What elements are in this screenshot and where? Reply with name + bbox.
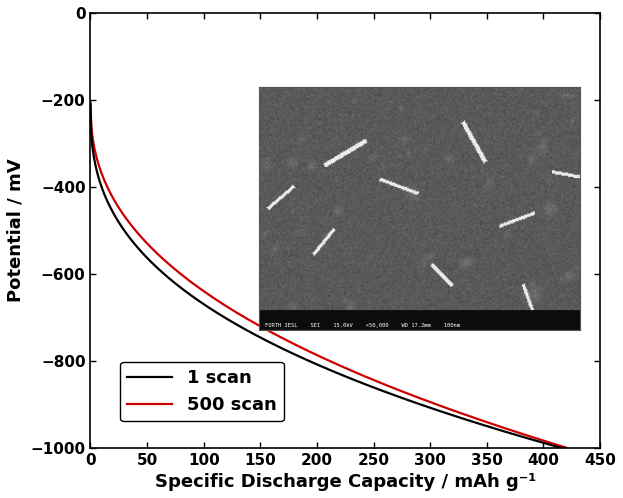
X-axis label: Specific Discharge Capacity / mAh g⁻¹: Specific Discharge Capacity / mAh g⁻¹ [155, 473, 536, 491]
500 scan [171, 266, 178, 272]
Line: 1 scan: 1 scan [90, 104, 561, 448]
500 scan [563, 445, 570, 451]
1 scan [87, 101, 94, 107]
1 scan [364, 382, 371, 388]
500 scan [209, 294, 217, 300]
Line: 500 scan: 500 scan [90, 102, 566, 448]
1 scan [207, 306, 215, 312]
500 scan [367, 376, 374, 382]
1 scan [440, 409, 448, 415]
500 scan [445, 406, 452, 412]
500 scan [404, 391, 412, 397]
500 scan [302, 347, 310, 353]
1 scan [300, 355, 307, 361]
1 scan [170, 279, 178, 285]
1 scan [401, 396, 408, 402]
1 scan [557, 445, 564, 451]
500 scan [87, 99, 94, 105]
Y-axis label: Potential / mV: Potential / mV [7, 158, 25, 302]
Legend: 1 scan, 500 scan: 1 scan, 500 scan [120, 362, 283, 421]
